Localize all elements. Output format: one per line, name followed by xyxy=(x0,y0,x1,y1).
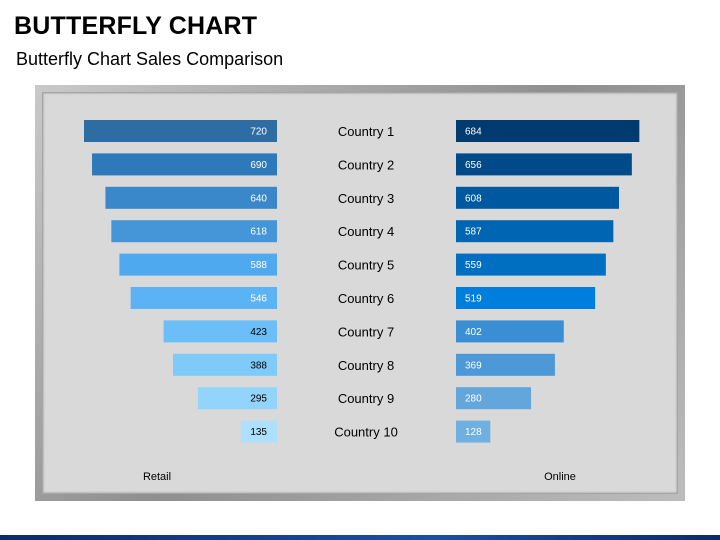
online-value-label: 559 xyxy=(465,260,482,271)
retail-series-label: Retail xyxy=(143,471,171,483)
retail-bar xyxy=(105,186,277,209)
retail-value-label: 546 xyxy=(250,294,267,305)
online-value-label: 684 xyxy=(465,127,482,138)
retail-value-label: 720 xyxy=(250,127,267,138)
category-label: Country 10 xyxy=(334,425,398,440)
online-value-label: 402 xyxy=(465,327,482,338)
retail-value-label: 588 xyxy=(250,260,267,271)
online-bar xyxy=(456,320,564,343)
retail-value-label: 388 xyxy=(250,360,267,371)
online-value-label: 369 xyxy=(465,360,482,371)
category-label: Country 7 xyxy=(338,324,394,339)
retail-value-label: 618 xyxy=(250,227,267,238)
online-bar xyxy=(456,353,555,376)
category-label: Country 2 xyxy=(338,157,394,172)
retail-value-label: 423 xyxy=(250,327,267,338)
online-bar xyxy=(456,120,640,142)
online-value-label: 587 xyxy=(465,227,482,238)
online-bar xyxy=(456,420,491,443)
retail-bar xyxy=(172,353,277,376)
retail-bar xyxy=(111,220,277,243)
category-label: Country 9 xyxy=(338,391,394,406)
online-bar xyxy=(456,387,532,410)
retail-bar xyxy=(163,320,277,343)
retail-value-label: 295 xyxy=(250,394,267,405)
category-label: Country 1 xyxy=(338,124,394,139)
online-value-label: 519 xyxy=(465,294,482,305)
online-value-label: 656 xyxy=(465,160,482,171)
slide-subtitle: Butterfly Chart Sales Comparison xyxy=(16,49,284,69)
online-bar xyxy=(456,220,614,243)
retail-bar xyxy=(119,253,277,276)
online-bar xyxy=(456,186,619,209)
retail-bar xyxy=(197,387,277,410)
retail-value-label: 690 xyxy=(250,160,267,171)
retail-bar xyxy=(240,420,277,443)
online-value-label: 128 xyxy=(465,427,482,438)
category-label: Country 6 xyxy=(338,291,394,306)
category-label: Country 8 xyxy=(338,358,394,373)
retail-bar xyxy=(84,120,277,142)
category-label: Country 3 xyxy=(338,191,394,206)
online-series-label: Online xyxy=(544,471,576,483)
online-value-label: 608 xyxy=(465,193,482,204)
online-bar xyxy=(456,287,596,309)
retail-value-label: 135 xyxy=(250,427,267,438)
retail-value-label: 640 xyxy=(250,193,267,204)
online-bar xyxy=(456,253,606,276)
online-value-label: 280 xyxy=(465,394,482,405)
online-bar xyxy=(456,153,632,176)
slide-title: BUTTERFLY CHART xyxy=(14,12,258,40)
category-label: Country 5 xyxy=(338,258,394,273)
retail-bar xyxy=(92,153,278,176)
category-label: Country 4 xyxy=(338,224,394,239)
retail-bar xyxy=(130,287,277,309)
footer-bar xyxy=(0,535,720,540)
